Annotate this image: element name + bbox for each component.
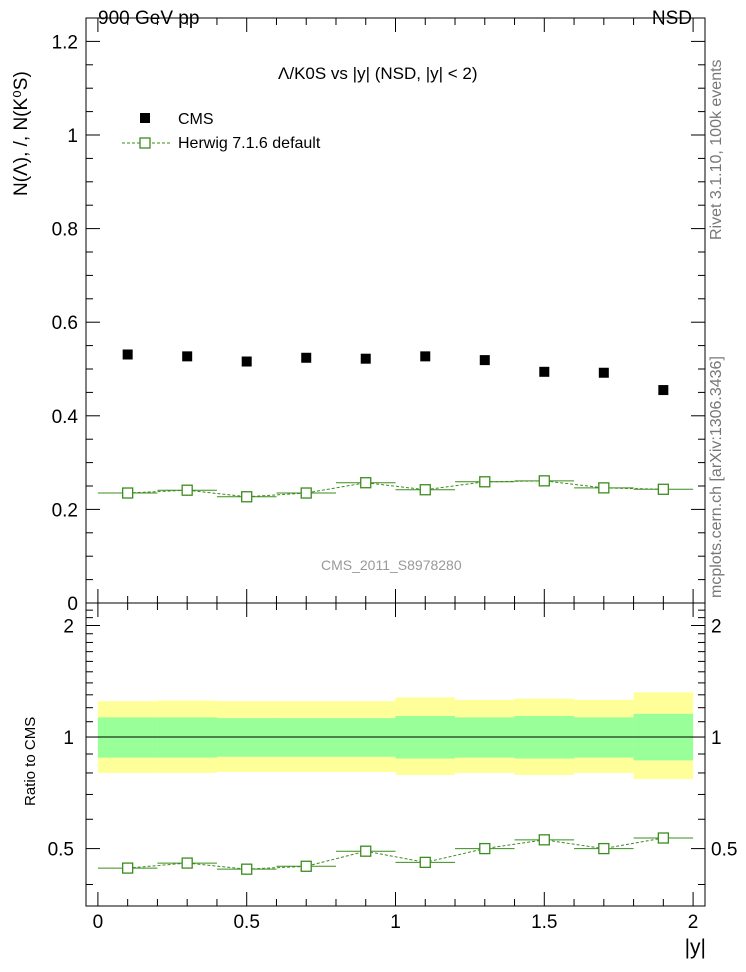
- ratio-y-tick-label-left: 1: [63, 728, 74, 749]
- ratio-herwig-point: [122, 862, 134, 874]
- tick-labels: 0.2 0.4 0.6 0.8 1 1.2 0 0 0.5 1 1.5 2 0.5 0.5 1 1 2 2: [48, 32, 738, 933]
- ratio-y-tick-label-left: 0.5: [48, 840, 74, 861]
- herwig-point: [360, 477, 372, 489]
- x-axis-label: |y|: [684, 936, 706, 959]
- ratio-herwig-point: [538, 834, 550, 846]
- herwig-point: [419, 484, 431, 496]
- herwig-point: [538, 475, 550, 487]
- y-tick-label: 0.8: [52, 220, 78, 241]
- y-tick-label: 0.2: [52, 500, 78, 521]
- ratio-herwig-point: [241, 863, 253, 875]
- ratio-herwig-point: [181, 857, 193, 869]
- ratio-y-tick-label-left: 2: [63, 616, 74, 637]
- chart-title: Λ/K0S vs |y| (NSD, |y| < 2): [278, 64, 478, 83]
- y-tick-label: 1: [67, 126, 78, 147]
- ratio-herwig-point: [419, 856, 431, 869]
- herwig-point: [479, 476, 491, 488]
- cms-point: [539, 366, 550, 377]
- main-panel-frame: [85, 17, 706, 604]
- ratio-y-tick-label-right: 0.5: [711, 840, 737, 861]
- herwig-line: [127, 480, 664, 498]
- source-info: mcplots.cern.ch [arXiv:1306.3436]: [708, 356, 725, 598]
- cms-point: [479, 355, 490, 366]
- cms-point: [658, 385, 669, 396]
- ratio-herwig-point: [360, 845, 372, 857]
- y-tick-label-zero: 0: [67, 594, 78, 615]
- x-tick-label: 2: [688, 912, 699, 933]
- x-tick-label: 0.5: [233, 912, 259, 933]
- y-tick-label: 1.2: [52, 32, 78, 53]
- ratio-y-tick-label-right: 1: [711, 728, 722, 749]
- ratio-uncertainty-bands: [86, 692, 705, 780]
- herwig-point: [241, 491, 253, 503]
- legend-herwig-label: Herwig 7.1.6 default: [178, 135, 321, 152]
- cms-point: [182, 351, 193, 362]
- analysis-id: CMS_2011_S8978280: [321, 557, 462, 573]
- cms-point: [241, 356, 252, 367]
- ratio-herwig-line: [127, 837, 664, 870]
- ratio-herwig-point: [598, 842, 610, 855]
- ratio-panel-frame: [85, 602, 706, 907]
- header-right: NSD: [651, 8, 692, 29]
- x-tick-label: 0: [93, 912, 104, 933]
- x-tick-label: 1.5: [531, 912, 557, 933]
- cms-point: [301, 352, 312, 363]
- ratio-y-axis-label: Ratio to CMS: [22, 716, 39, 806]
- herwig-point: [300, 487, 312, 499]
- herwig-point: [657, 483, 669, 495]
- legend-herwig-marker: [139, 137, 151, 149]
- ratio-herwig-point: [300, 860, 312, 872]
- herwig-point: [181, 484, 193, 496]
- legend-cms-marker: [140, 113, 150, 123]
- cms-point: [420, 351, 431, 362]
- x-tick-label: 1: [390, 912, 401, 933]
- y-tick-label: 0.4: [52, 407, 79, 428]
- ratio-herwig-point: [479, 842, 491, 855]
- herwig-point: [122, 487, 134, 499]
- ratio-y-tick-label-right: 2: [711, 616, 722, 637]
- rivet-info: Rivet 3.1.10, 100k events: [708, 59, 725, 240]
- main-frame-border: [85, 17, 706, 604]
- ratio-herwig-point: [657, 832, 669, 844]
- legend: CMS Herwig 7.1.6 default: [122, 111, 321, 152]
- header-left: 900 GeV pp: [98, 8, 200, 29]
- cms-point: [598, 367, 609, 378]
- data-series-layer: [97, 349, 694, 875]
- y-axis-label: N(Λ), /, N(K⁰S): [11, 71, 32, 196]
- y-tick-label: 0.6: [52, 313, 78, 334]
- legend-cms-label: CMS: [178, 111, 214, 128]
- cms-point: [360, 353, 371, 364]
- cms-point: [122, 349, 133, 360]
- herwig-point: [598, 482, 610, 494]
